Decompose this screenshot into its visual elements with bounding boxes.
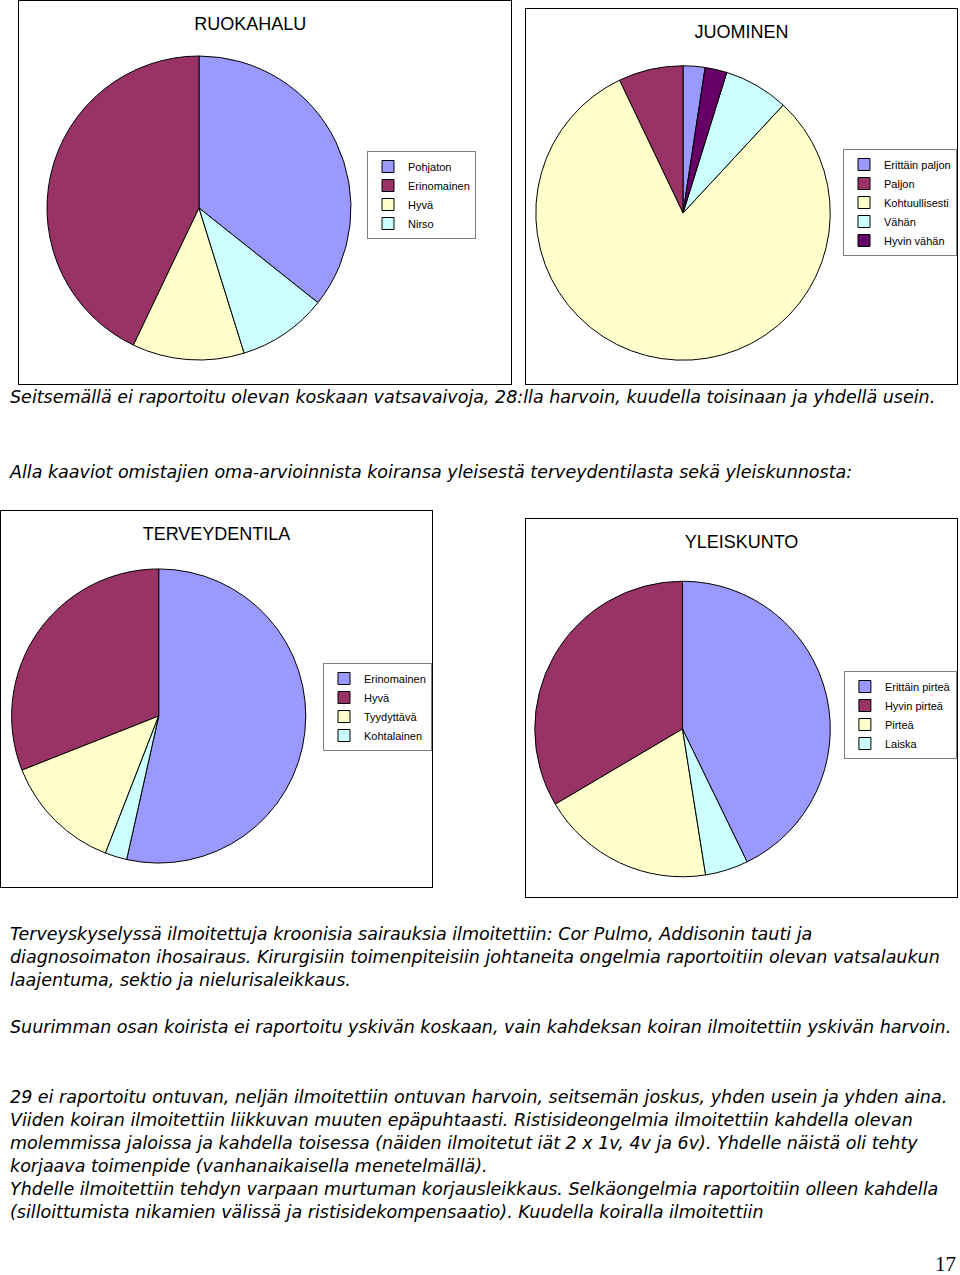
- svg-text:Laiska: Laiska: [885, 738, 918, 750]
- svg-text:Pirteä: Pirteä: [885, 719, 915, 731]
- html-text:Terveyskyselyssä ilmoitettuja: Terveyskyselyssä ilmoitettuja kroonisia …: [10, 924, 940, 990]
- svg-text:RUOKAHALU: RUOKAHALU: [194, 14, 306, 34]
- svg-text:JUOMINEN: JUOMINEN: [695, 22, 789, 42]
- svg-text:Hyvä: Hyvä: [364, 692, 390, 704]
- svg-text:Erinomainen: Erinomainen: [408, 180, 470, 192]
- svg-text:Vähän: Vähän: [884, 216, 916, 228]
- svg-text:Hyvin pirteä: Hyvin pirteä: [885, 700, 944, 712]
- svg-text:Erinomainen: Erinomainen: [364, 673, 426, 685]
- svg-text:Nirso: Nirso: [408, 218, 434, 230]
- html-text:Alla kaaviot omistajien oma-ar: Alla kaaviot omistajien oma-arvioinnista…: [10, 462, 853, 482]
- svg-text:Hyvin vähän: Hyvin vähän: [884, 235, 945, 247]
- html-text:Suurimman osan koirista ei rap: Suurimman osan koirista ei raportoitu ys…: [10, 1017, 952, 1037]
- html-text:Yhdelle ilmoitettiin tehdyn va: Yhdelle ilmoitettiin tehdyn varpaan murt…: [10, 1179, 939, 1222]
- svg-text:Hyvä: Hyvä: [408, 199, 434, 211]
- svg-text:Erittäin paljon: Erittäin paljon: [884, 159, 951, 171]
- svg-text:Tyydyttävä: Tyydyttävä: [364, 711, 417, 723]
- svg-text:Erittäin pirteä: Erittäin pirteä: [885, 681, 951, 693]
- svg-text:Kohtalainen: Kohtalainen: [364, 730, 422, 742]
- svg-text:Pohjaton: Pohjaton: [408, 161, 451, 173]
- svg-text:Paljon: Paljon: [884, 178, 915, 190]
- svg-text:Kohtuullisesti: Kohtuullisesti: [884, 197, 949, 209]
- html-text:Seitsemällä ei raportoitu olev: Seitsemällä ei raportoitu olevan koskaan…: [10, 387, 936, 407]
- html-text:29 ei raportoitu ontuvan, nelj: 29 ei raportoitu ontuvan, neljän ilmoite…: [10, 1087, 948, 1176]
- html-text:17: 17: [935, 1252, 956, 1275]
- svg-text:TERVEYDENTILA: TERVEYDENTILA: [143, 524, 291, 544]
- svg-text:YLEISKUNTO: YLEISKUNTO: [685, 532, 799, 552]
